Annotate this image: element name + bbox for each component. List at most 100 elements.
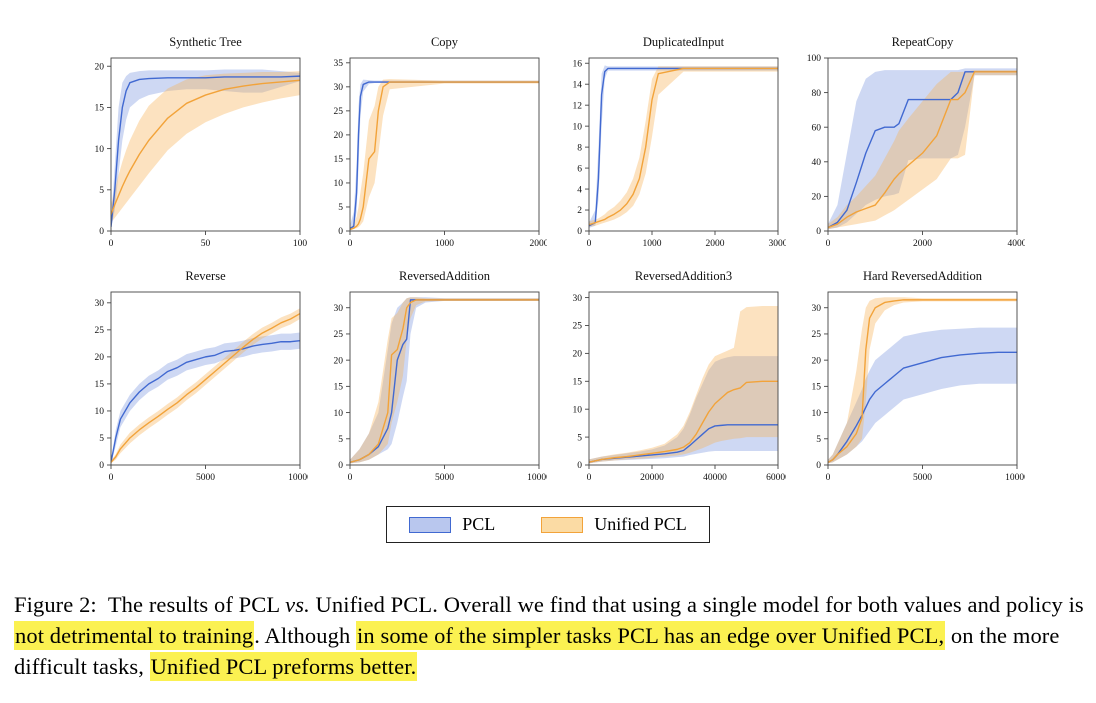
figure-grid: 0 50 100 0 5 10 15 20 Synthetic Tree 0 1000 2000 0 5 1…	[71, 32, 1030, 498]
x-tick-label: 0	[826, 473, 831, 483]
y-tick-label: 8	[577, 143, 582, 153]
chart-title: RepeatCopy	[892, 35, 955, 49]
y-tick-label: 30	[812, 304, 822, 314]
figure-caption: Figure 2: The results of PCL vs. Unified…	[14, 589, 1084, 682]
y-tick-label: 30	[95, 299, 105, 309]
chart-canvas: 0 1000 2000 0 5 10 15 20 25 30 35 Copy	[334, 35, 549, 249]
x-tick-label: 0	[587, 473, 592, 483]
y-tick-label: 60	[812, 123, 822, 133]
x-tick-label: 0	[109, 473, 114, 483]
y-tick-label: 20	[812, 356, 822, 366]
y-tick-label: 20	[334, 356, 344, 366]
y-tick-label: 10	[95, 407, 105, 417]
series-band	[589, 66, 778, 227]
y-tick-label: 25	[334, 107, 344, 117]
y-tick-label: 100	[807, 54, 822, 64]
series-line	[828, 299, 1017, 463]
y-tick-label: 14	[573, 80, 583, 90]
caption-text: vs.	[285, 592, 310, 617]
series-band	[111, 332, 300, 464]
y-tick-label: 10	[334, 409, 344, 419]
y-tick-label: 12	[573, 101, 583, 111]
series-line	[350, 299, 539, 464]
series-line	[589, 67, 778, 227]
chart-title: Reverse	[185, 269, 226, 283]
chart-title: ReversedAddition3	[635, 269, 732, 283]
y-tick-label: 30	[334, 304, 344, 314]
series-line	[828, 71, 1017, 229]
subplot-duplicatedinput: 0 1000 2000 3000 0 2 4 6 8 10 12 14 16 DuplicatedInpu…	[549, 32, 788, 264]
series-band	[111, 71, 300, 223]
y-tick-label: 30	[334, 83, 344, 93]
series-band	[350, 297, 539, 464]
y-tick-label: 15	[334, 383, 344, 393]
y-tick-label: 5	[99, 186, 104, 196]
caption-text: . Although	[254, 623, 357, 648]
y-tick-label: 25	[573, 322, 583, 332]
series-band	[828, 327, 1017, 464]
x-tick-label: 100	[293, 239, 308, 249]
y-tick-label: 80	[812, 89, 822, 99]
subplot-copy: 0 1000 2000 0 5 10 15 20 25 30 35 Copy	[310, 32, 549, 264]
y-tick-label: 20	[573, 350, 583, 360]
chart-title: DuplicatedInput	[643, 35, 725, 49]
series-band	[828, 68, 1017, 230]
chart-canvas: 0 2000 4000 0 20 40 60 80 100 RepeatCopy	[807, 35, 1027, 249]
y-tick-label: 25	[95, 326, 105, 336]
series-line	[111, 313, 300, 463]
x-tick-label: 20000	[640, 473, 664, 483]
series-band	[111, 69, 300, 229]
chart-canvas: 0 1000 2000 3000 0 2 4 6 8 10 12 14 16 DuplicatedInpu…	[573, 35, 788, 249]
y-tick-label: 15	[573, 377, 583, 387]
caption-text: Figure 2:	[14, 592, 108, 617]
y-tick-label: 2	[577, 206, 582, 216]
paper-figure-page: 0 50 100 0 5 10 15 20 Synthetic Tree 0 1000 2000 0 5 1…	[0, 32, 1096, 682]
series-line	[111, 79, 300, 215]
y-tick-label: 5	[99, 434, 104, 444]
x-tick-label: 5000	[913, 473, 932, 483]
series-band	[589, 65, 778, 228]
x-tick-label: 40000	[703, 473, 727, 483]
series-band	[589, 305, 778, 464]
x-tick-label: 0	[348, 239, 353, 249]
subplot-synthetic-tree: 0 50 100 0 5 10 15 20 Synthetic Tree	[71, 32, 308, 264]
series-band	[350, 297, 539, 464]
axes-frame	[588, 291, 779, 466]
y-tick-label: 0	[816, 227, 821, 237]
x-tick-label: 1000	[643, 239, 662, 249]
y-tick-label: 0	[577, 227, 582, 237]
caption-highlight: not detrimental to training	[14, 621, 255, 650]
series-band	[350, 79, 539, 231]
caption-text: The results of PCL	[107, 592, 286, 617]
y-tick-label: 20	[95, 62, 105, 72]
series-line	[589, 67, 778, 226]
x-tick-label: 3000	[769, 239, 787, 249]
y-tick-label: 15	[812, 383, 822, 393]
legend-row: PCL Unified PCL	[0, 506, 1096, 543]
y-tick-label: 20	[95, 353, 105, 363]
subplot-repeatcopy: 0 2000 4000 0 20 40 60 80 100 RepeatCopy	[788, 32, 1027, 264]
series-band	[111, 308, 300, 464]
y-tick-label: 15	[95, 380, 105, 390]
x-tick-label: 2000	[530, 239, 548, 249]
legend-label: PCL	[462, 514, 496, 534]
legend-swatch	[409, 516, 452, 533]
y-tick-label: 5	[816, 435, 821, 445]
series-line	[589, 424, 778, 463]
x-tick-label: 4000	[1008, 239, 1026, 249]
x-tick-label: 0	[348, 473, 353, 483]
y-tick-label: 40	[812, 158, 822, 168]
x-tick-label: 5000	[196, 473, 215, 483]
y-tick-label: 25	[334, 330, 344, 340]
y-tick-label: 10	[573, 122, 583, 132]
